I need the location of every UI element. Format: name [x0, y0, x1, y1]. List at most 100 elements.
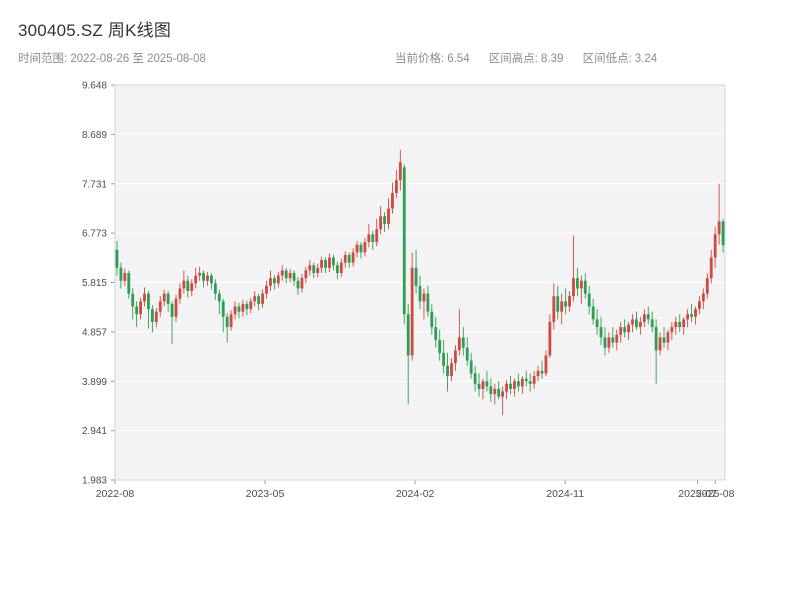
candle: [170, 301, 174, 345]
candle: [497, 381, 501, 400]
candle: [150, 304, 154, 333]
candle: [158, 296, 162, 317]
candle: [442, 339, 446, 374]
svg-text:2022-08: 2022-08: [96, 488, 135, 500]
candle: [253, 291, 257, 307]
svg-text:9.648: 9.648: [82, 81, 107, 92]
candle: [383, 212, 386, 232]
candle: [544, 350, 548, 377]
stat-range-low-value: 3.24: [634, 53, 658, 65]
candle: [528, 373, 532, 392]
candle: [339, 258, 343, 278]
candle: [174, 294, 178, 322]
candle: [422, 288, 426, 320]
candle: [572, 235, 575, 302]
candle: [489, 378, 493, 402]
candle: [513, 378, 516, 397]
candle: [198, 266, 202, 281]
svg-text:5.815: 5.815: [82, 278, 107, 289]
candle: [343, 251, 347, 268]
candle: [615, 329, 619, 351]
svg-text:2024-11: 2024-11: [546, 488, 584, 500]
candle: [587, 285, 591, 315]
candle: [717, 183, 721, 245]
candle: [430, 303, 434, 335]
candle: [454, 345, 457, 371]
svg-text:2.941: 2.941: [82, 426, 107, 437]
stat-current-price: 当前价格: 6.54: [395, 53, 470, 65]
candle: [394, 169, 398, 199]
svg-text:6.773: 6.773: [82, 229, 107, 240]
candle: [398, 149, 402, 191]
stat-current-price-value: 6.54: [447, 53, 470, 65]
candle: [194, 267, 198, 289]
candle: [316, 263, 320, 278]
candle: [312, 262, 316, 279]
candle: [552, 283, 556, 330]
candle: [257, 293, 261, 311]
candle: [509, 376, 512, 395]
candle: [375, 218, 379, 247]
candle: [379, 205, 383, 235]
candle: [698, 296, 701, 315]
candle: [568, 291, 571, 312]
candle: [332, 254, 335, 271]
candle: [300, 274, 304, 293]
candle: [261, 289, 264, 309]
candle: [154, 308, 158, 328]
svg-text:1.983: 1.983: [82, 476, 107, 487]
svg-text:2023-05: 2023-05: [246, 488, 285, 500]
candle: [119, 262, 123, 289]
candle: [627, 321, 630, 340]
candle: [367, 224, 371, 248]
candle: [402, 164, 406, 325]
candle: [619, 321, 623, 343]
candle: [304, 266, 308, 284]
candle: [265, 280, 268, 299]
stat-range-low: 区间低点: 3.24: [583, 53, 658, 65]
candle: [426, 285, 430, 317]
candle: [371, 230, 375, 250]
candle: [599, 316, 603, 346]
candle: [210, 272, 213, 290]
candle: [147, 291, 150, 329]
stat-range-high: 区间高点: 8.39: [489, 53, 564, 65]
candle: [280, 265, 284, 281]
candle: [473, 365, 477, 392]
candle: [162, 289, 166, 307]
candle: [202, 270, 205, 288]
candle: [485, 370, 489, 392]
candle: [182, 270, 186, 294]
candle: [564, 288, 568, 315]
date-range-label: 时间范围: 2022-08-26 至 2025-08-08: [18, 53, 206, 65]
candle: [532, 370, 536, 389]
candle: [560, 293, 564, 325]
candle: [465, 337, 469, 366]
candle: [351, 248, 355, 267]
candle: [387, 198, 390, 230]
svg-text:4.857: 4.857: [82, 327, 107, 338]
price-stats: 当前价格: 6.54 区间高点: 8.39 区间低点: 3.24: [395, 50, 673, 66]
candle: [607, 332, 611, 353]
svg-text:2025-08: 2025-08: [696, 488, 735, 500]
candle: [493, 383, 497, 405]
candle: [611, 327, 615, 348]
candle: [418, 275, 422, 310]
candle: [631, 314, 634, 333]
candle: [292, 270, 296, 286]
candle: [135, 301, 139, 328]
candle: [406, 303, 410, 405]
candle: [690, 303, 693, 322]
candle: [457, 309, 461, 356]
candle: [686, 309, 690, 328]
candle: [410, 252, 414, 361]
candle: [269, 270, 272, 292]
candle: [438, 329, 442, 361]
svg-text:2025-07: 2025-07: [678, 488, 717, 500]
candle: [481, 378, 485, 400]
candle: [450, 358, 453, 382]
candle: [272, 275, 276, 290]
candle: [579, 275, 583, 304]
candle: [678, 314, 682, 333]
candle: [328, 253, 331, 272]
